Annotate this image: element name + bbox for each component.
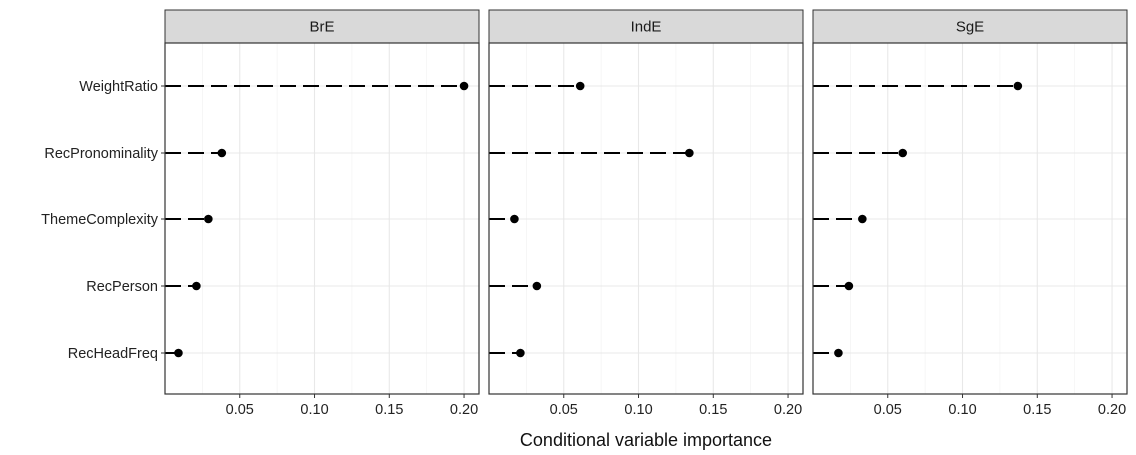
point-WeightRatio (459, 81, 469, 91)
point-RecHeadFreq (516, 348, 525, 358)
x-tick-label: 0.15 (375, 402, 403, 418)
point-RecPronominality (217, 148, 227, 158)
y-tick-label: RecPronominality (44, 146, 158, 162)
panel-frame (488, 42, 804, 395)
x-tick-label: 0.15 (699, 402, 727, 418)
point-RecPronominality (898, 148, 908, 158)
x-tick-label: 0.20 (450, 402, 478, 418)
x-tick-label: 0.05 (226, 402, 254, 418)
y-tick-label: RecHeadFreq (68, 346, 158, 362)
y-tick-label: ThemeComplexity (41, 212, 159, 228)
facet-strip-label: BrE (309, 19, 334, 36)
panel-frame (812, 42, 1128, 395)
x-tick-label: 0.20 (774, 402, 802, 418)
y-axis-labels: WeightRatio RecPronominality ThemeComplexi… (41, 79, 165, 362)
point-RecPerson (192, 281, 201, 291)
x-tick-label: 0.15 (1023, 402, 1051, 418)
x-axis-title: Conditional variable importance (520, 430, 772, 450)
point-ThemeComplexity (204, 214, 213, 224)
x-tick-label: 0.10 (624, 402, 652, 418)
facet-strip-label: SgE (956, 19, 984, 36)
y-tick-label: WeightRatio (79, 79, 158, 95)
point-RecPronominality (685, 148, 694, 158)
facet-strip (812, 9, 1128, 44)
point-ThemeComplexity (858, 214, 867, 224)
panel-inde: IndE 0.05 0.10 0.15 0.20 (488, 9, 804, 418)
x-tick-label: 0.20 (1098, 402, 1126, 418)
facet-strip (164, 9, 480, 44)
x-tick-label: 0.10 (948, 402, 976, 418)
point-RecHeadFreq (174, 348, 183, 358)
point-RecHeadFreq (834, 348, 843, 358)
x-tick-label: 0.05 (550, 402, 578, 418)
point-WeightRatio (1013, 81, 1023, 91)
point-RecPerson (844, 281, 854, 291)
point-RecPerson (532, 281, 542, 291)
y-tick-label: RecPerson (86, 279, 158, 295)
facet-strip (488, 9, 804, 44)
point-WeightRatio (575, 81, 585, 91)
facet-strip-label: IndE (631, 19, 662, 36)
panel-sge: SgE 0.05 0.10 0.15 0.20 (812, 9, 1128, 418)
panel-bre: BrE 0.05 0.10 0.15 0.20 (164, 9, 480, 418)
x-tick-label: 0.10 (300, 402, 328, 418)
x-tick-label: 0.05 (874, 402, 902, 418)
point-ThemeComplexity (510, 214, 519, 224)
